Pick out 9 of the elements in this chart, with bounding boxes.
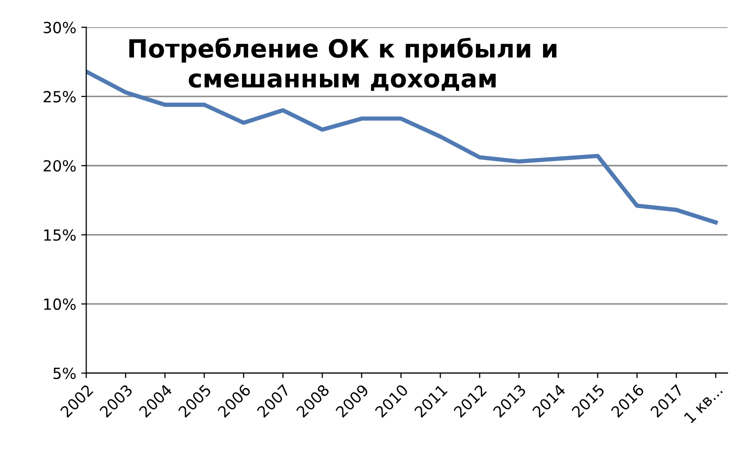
y-tick-label: 25% <box>44 90 76 102</box>
y-tick-label: 15% <box>44 229 76 241</box>
x-tick-label: 1 кв... <box>684 384 723 424</box>
y-tick-label: 5% <box>53 368 76 380</box>
y-tick-label: 10% <box>44 298 76 310</box>
y-tick-label: 20% <box>44 160 76 172</box>
line-series <box>86 69 718 224</box>
y-tick-label: 30% <box>44 22 76 34</box>
text: Потребление ОК к прибыли и смешанным доходам <box>129 38 556 91</box>
